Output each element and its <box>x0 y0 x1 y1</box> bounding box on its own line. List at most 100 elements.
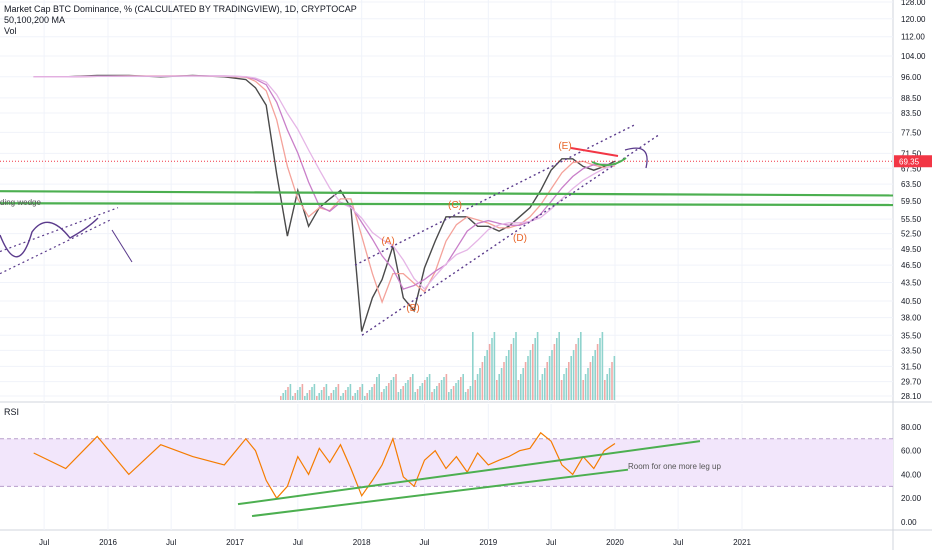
volume-bar <box>383 389 385 400</box>
volume-bar <box>481 362 484 400</box>
price-tick-label: 128.00 <box>901 0 926 7</box>
volume-bar <box>280 396 282 400</box>
wedge-note: ding wedge <box>0 198 41 207</box>
volume-bar <box>385 386 388 400</box>
volume-bar <box>486 350 488 400</box>
volume-bar <box>594 350 596 400</box>
volume-bar <box>356 390 359 400</box>
time-tick-label: 2017 <box>226 538 244 547</box>
rsi-grid <box>0 404 893 530</box>
volume-bar <box>433 389 436 400</box>
time-tick-label: 2016 <box>99 538 117 547</box>
time-tick-label: Jul <box>293 538 303 547</box>
channel-upper <box>354 123 637 266</box>
volume-bar <box>344 390 347 400</box>
rsi-tick-label: 60.00 <box>901 447 922 456</box>
volume-bar <box>335 387 337 400</box>
volume-bar <box>572 350 575 400</box>
volume-bar <box>457 380 460 400</box>
volume-bar <box>524 362 527 400</box>
volume-bar <box>323 387 325 400</box>
time-tick-label: Jul <box>673 538 683 547</box>
price-tick-label: 35.50 <box>901 331 922 340</box>
volume-bar <box>479 368 481 400</box>
rsi-panel-label: RSI <box>4 407 20 417</box>
volume-bar <box>532 344 534 400</box>
volume-bar <box>527 356 529 400</box>
volume-bar <box>438 383 440 400</box>
volume-bar <box>467 389 469 400</box>
chart-title: Market Cap BTC Dominance, % (CALCULATED … <box>4 4 357 14</box>
volume-bar <box>484 356 486 400</box>
rsi-line <box>33 431 616 500</box>
volume-bar <box>325 384 328 400</box>
rsi-trend-lower <box>251 468 629 518</box>
time-tick-label: 2020 <box>606 538 624 547</box>
volume-bar <box>488 344 491 400</box>
volume-bar <box>316 396 318 400</box>
volume-bar <box>364 396 366 400</box>
volume-bar <box>306 393 308 400</box>
volume-bar <box>448 392 450 400</box>
volume-bar <box>558 332 560 400</box>
volume-bar <box>491 338 493 400</box>
price-tick-label: 46.50 <box>901 261 922 270</box>
volume-bar <box>361 384 364 400</box>
volume-bar <box>551 350 553 400</box>
price-tick-label: 83.50 <box>901 109 922 118</box>
volume-bar <box>388 383 390 400</box>
price-tick-label: 88.50 <box>901 94 922 103</box>
volume-bar <box>359 387 361 400</box>
volume-bar <box>476 374 479 400</box>
last-price-tag <box>894 155 932 168</box>
price-tick-label: 52.50 <box>901 230 922 239</box>
volume-bar <box>548 356 551 400</box>
time-tick-label: 2019 <box>479 538 497 547</box>
volume-bar <box>340 396 342 400</box>
ma200-line <box>33 75 616 290</box>
time-tick-label: Jul <box>546 538 556 547</box>
volume-bar <box>462 374 464 400</box>
last-price-label: 69.35 <box>899 157 920 166</box>
volume-bar <box>474 380 476 400</box>
time-tick-label: Jul <box>39 538 49 547</box>
volume-bar <box>472 332 474 400</box>
volume-bar <box>440 380 443 400</box>
volume-bar <box>371 387 373 400</box>
volume-bar <box>431 392 433 400</box>
ma-legend: 50,100,200 MA <box>4 15 66 25</box>
volume-bar <box>318 393 320 400</box>
volume-bar <box>296 390 299 400</box>
volume-bar <box>464 392 467 400</box>
volume-bar <box>397 392 400 400</box>
volume-bar <box>428 374 431 400</box>
price-tick-label: 120.00 <box>901 15 926 24</box>
rsi-tick-label: 80.00 <box>901 423 922 432</box>
volume-bar <box>601 332 604 400</box>
volume-bar <box>539 380 541 400</box>
volume-bar <box>354 393 356 400</box>
volume-bar <box>450 389 452 400</box>
pennant-top <box>570 147 619 157</box>
price-tick-label: 31.50 <box>901 362 922 371</box>
wedge-arrow <box>111 229 133 263</box>
volume-bar <box>289 384 292 400</box>
price-tick-label: 33.50 <box>901 346 922 355</box>
volume-bar <box>544 368 546 400</box>
rsi-band <box>0 438 893 487</box>
price-tick-label: 28.10 <box>901 392 922 401</box>
price-tick-label: 67.50 <box>901 164 922 173</box>
volume-bar <box>390 380 392 400</box>
volume-bar <box>582 380 584 400</box>
support-line <box>0 202 894 207</box>
volume-bar <box>520 374 522 400</box>
rsi-tick-label: 0.00 <box>901 518 917 527</box>
volume-bar <box>301 384 304 400</box>
resistance-line <box>0 190 894 197</box>
volume-bar <box>416 389 419 400</box>
volume-bar <box>320 390 323 400</box>
volume-bar <box>292 396 294 400</box>
volume-bar <box>347 387 349 400</box>
volume-bar <box>577 338 580 400</box>
volume-bar <box>352 396 354 400</box>
